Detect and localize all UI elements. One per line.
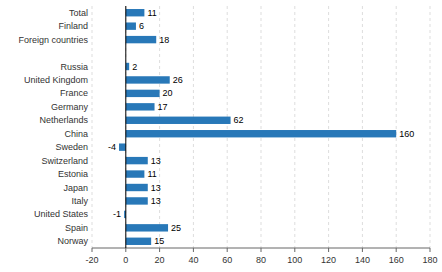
data-labels: 1525-113131113-416062172026218611 [108, 8, 414, 247]
category-label: Finland [58, 21, 88, 31]
y-axis: Norway Spain United States Italy Japan Estoni… [18, 8, 88, 247]
x-tick [328, 248, 329, 252]
data-label: -1 [113, 209, 121, 219]
x-tick-label: 60 [222, 255, 232, 265]
category-label: Germany [51, 102, 89, 112]
bar [126, 90, 160, 97]
grid [92, 6, 430, 248]
grid-line [294, 6, 295, 248]
bar [126, 130, 396, 137]
data-label: 62 [234, 115, 244, 125]
data-label: 13 [151, 183, 161, 193]
data-label: 26 [173, 75, 183, 85]
category-label: Italy [71, 196, 88, 206]
grid-line [227, 6, 228, 248]
category-label: Foreign countries [18, 35, 88, 45]
x-tick [227, 248, 228, 252]
x-tick-label: 0 [123, 255, 128, 265]
x-axis: -20 0 20 40 60 80 100 120 140 160 180 [85, 248, 437, 265]
bar [119, 143, 126, 150]
bar [126, 103, 155, 110]
data-label: 13 [151, 156, 161, 166]
data-label: 160 [399, 129, 414, 139]
x-tick [92, 248, 93, 252]
x-tick [294, 248, 295, 252]
x-tick-label: 40 [188, 255, 198, 265]
x-tick [193, 248, 194, 252]
x-tick-label: 140 [355, 255, 370, 265]
x-tick-label: 80 [256, 255, 266, 265]
data-label: 11 [147, 8, 156, 18]
data-label: 2 [132, 62, 137, 72]
x-tick [125, 248, 126, 252]
category-label: Japan [63, 183, 88, 193]
data-label: 11 [147, 169, 156, 179]
category-label: Netherlands [39, 115, 88, 125]
category-label: United States [34, 209, 89, 219]
category-label: Sweden [55, 142, 88, 152]
x-tick-label: 180 [422, 255, 437, 265]
x-tick-label: 160 [389, 255, 404, 265]
bar [126, 157, 148, 164]
bar [126, 22, 136, 29]
data-label: 25 [171, 223, 181, 233]
x-tick [396, 248, 397, 252]
grid-line [261, 6, 262, 248]
bar [126, 238, 151, 245]
category-label: Total [69, 8, 88, 18]
grid-line [328, 6, 329, 248]
bar [126, 9, 145, 16]
category-label: Estonia [58, 169, 88, 179]
chart: -20 0 20 40 60 80 100 120 140 160 180 Norway Spain Un… [0, 0, 442, 272]
x-tick [430, 248, 431, 252]
x-tick-label: -20 [85, 255, 98, 265]
x-tick-label: 100 [287, 255, 302, 265]
x-tick [159, 248, 160, 252]
bar [126, 117, 231, 124]
category-label: United Kingdom [24, 75, 88, 85]
chart-container: -20 0 20 40 60 80 100 120 140 160 180 Norway Spain Un… [0, 0, 442, 272]
bar [126, 63, 129, 70]
bars [119, 9, 396, 245]
data-label: 18 [159, 35, 169, 45]
grid-line [362, 6, 363, 248]
category-label: Switzerland [41, 156, 88, 166]
bar [126, 170, 145, 177]
data-label: 15 [154, 236, 164, 246]
grid-line [430, 6, 431, 248]
category-label: Spain [65, 223, 88, 233]
zero-line [125, 6, 126, 248]
bar [126, 76, 170, 83]
bar [126, 197, 148, 204]
grid-line [396, 6, 397, 248]
x-tick [362, 248, 363, 252]
bar [126, 184, 148, 191]
category-label: Russia [60, 62, 88, 72]
category-label: France [60, 88, 88, 98]
grid-line [125, 6, 126, 248]
x-axis-line [92, 248, 430, 249]
x-tick-label: 20 [155, 255, 165, 265]
grid-line [193, 6, 194, 248]
data-label: -4 [108, 142, 116, 152]
data-label: 17 [158, 102, 168, 112]
x-tick-label: 120 [321, 255, 336, 265]
bar [126, 224, 168, 231]
bar [126, 36, 156, 43]
x-tick [261, 248, 262, 252]
data-label: 6 [139, 21, 144, 31]
category-label: China [64, 129, 88, 139]
data-label: 13 [151, 196, 161, 206]
category-label: Norway [57, 236, 88, 246]
data-label: 20 [163, 88, 173, 98]
grid-line [92, 6, 93, 248]
